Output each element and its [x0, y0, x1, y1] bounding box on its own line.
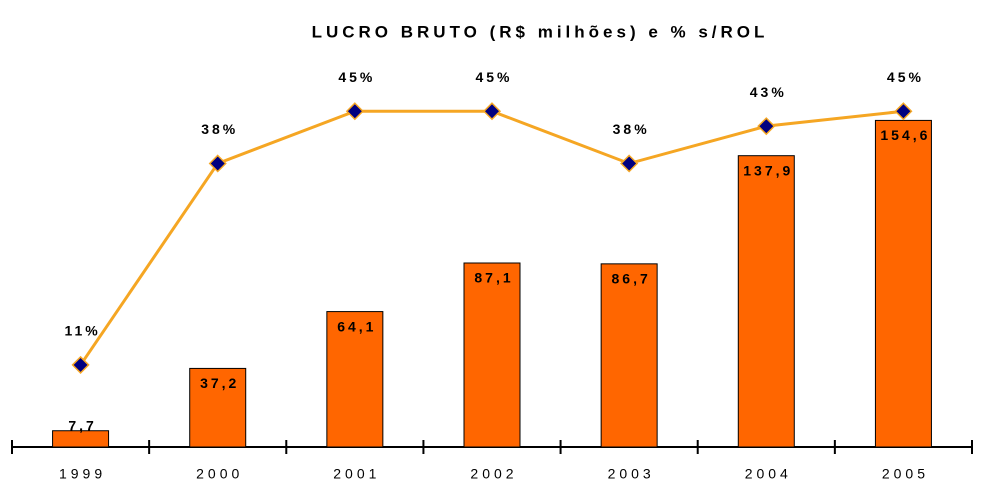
x-tick-label: 2000 — [196, 466, 243, 482]
bar-value-label: 86,7 — [612, 271, 651, 287]
bar-value-label: 154,6 — [880, 127, 930, 143]
line-value-label: 45% — [338, 69, 375, 85]
marker — [620, 154, 639, 173]
bar-value-label: 137,9 — [743, 162, 793, 178]
bar — [52, 430, 110, 448]
bar — [463, 262, 521, 448]
bar — [600, 263, 658, 448]
bar-value-label: 64,1 — [337, 318, 376, 334]
bar-value-label: 7,7 — [68, 418, 96, 434]
marker — [757, 117, 776, 136]
bar — [189, 367, 247, 448]
bar-value-label: 37,2 — [200, 375, 239, 391]
bar-value-label: 87,1 — [474, 270, 513, 286]
line-value-label: 38% — [201, 121, 238, 137]
line-value-label: 45% — [475, 69, 512, 85]
line-value-label: 43% — [750, 84, 787, 100]
marker — [71, 355, 90, 374]
line-value-label: 45% — [887, 69, 924, 85]
bar — [326, 311, 384, 448]
bar — [737, 155, 795, 448]
line-value-label: 11% — [64, 323, 100, 339]
marker — [208, 154, 227, 173]
marker — [345, 102, 364, 121]
marker — [894, 102, 913, 121]
line-value-label: 38% — [613, 121, 650, 137]
bar — [874, 119, 932, 448]
x-tick-label: 2004 — [745, 466, 792, 482]
marker — [482, 102, 502, 121]
x-tick-label: 2005 — [882, 466, 929, 482]
x-tick-label: 2001 — [333, 466, 380, 482]
x-tick-label: 2002 — [470, 466, 517, 482]
x-tick-label: 1999 — [59, 466, 106, 482]
x-tick-label: 2003 — [608, 466, 655, 482]
chart-title: LUCRO BRUTO (R$ milhões) e % s/ROL — [312, 22, 769, 41]
